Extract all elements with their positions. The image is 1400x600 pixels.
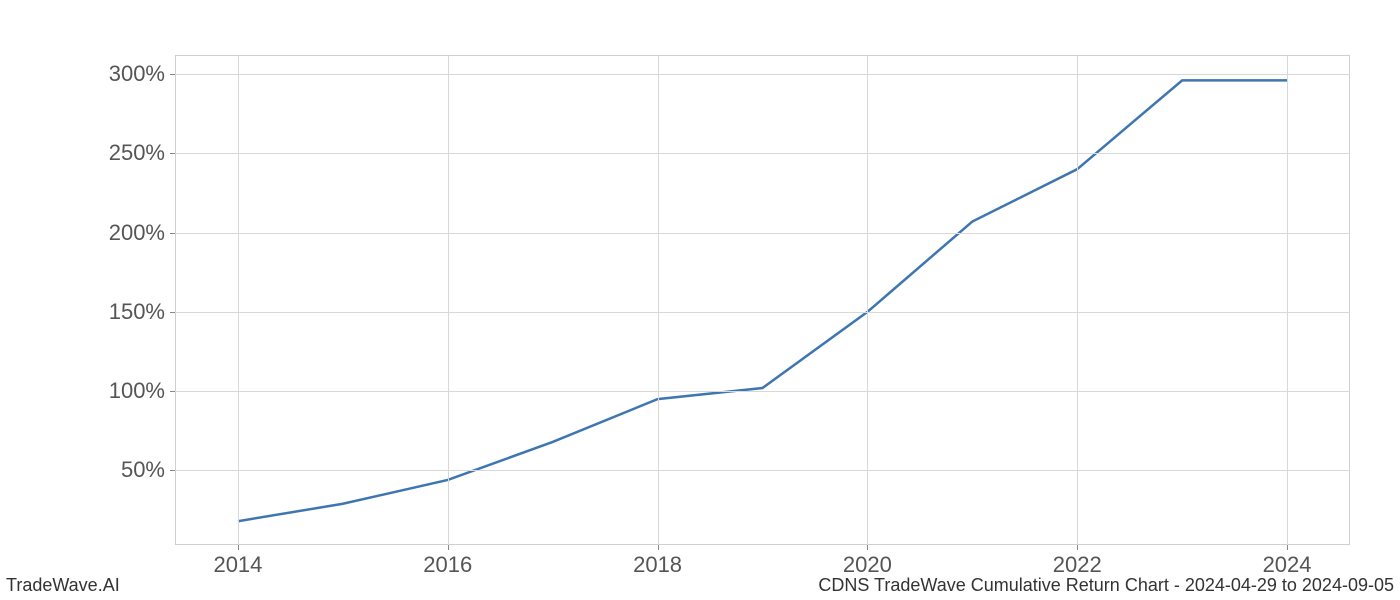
grid-line-horizontal	[175, 391, 1350, 392]
x-tick-mark	[658, 545, 659, 550]
y-tick-mark	[170, 312, 175, 313]
y-tick-mark	[170, 391, 175, 392]
x-tick-label: 2014	[213, 552, 262, 578]
grid-line-horizontal	[175, 153, 1350, 154]
x-tick-label: 2020	[843, 552, 892, 578]
x-tick-label: 2016	[423, 552, 472, 578]
grid-line-horizontal	[175, 74, 1350, 75]
x-tick-label: 2018	[633, 552, 682, 578]
line-series-svg	[175, 55, 1350, 545]
grid-line-vertical	[238, 55, 239, 545]
chart-plot-area	[175, 55, 1350, 545]
y-tick-mark	[170, 153, 175, 154]
grid-line-horizontal	[175, 470, 1350, 471]
grid-line-horizontal	[175, 233, 1350, 234]
y-tick-label: 300%	[109, 61, 165, 87]
x-tick-mark	[238, 545, 239, 550]
y-tick-label: 50%	[121, 457, 165, 483]
y-tick-label: 100%	[109, 378, 165, 404]
footer-brand: TradeWave.AI	[6, 575, 120, 596]
grid-line-vertical	[448, 55, 449, 545]
y-tick-mark	[170, 470, 175, 471]
x-tick-mark	[867, 545, 868, 550]
x-tick-label: 2024	[1263, 552, 1312, 578]
grid-line-vertical	[1287, 55, 1288, 545]
x-tick-label: 2022	[1053, 552, 1102, 578]
grid-line-vertical	[867, 55, 868, 545]
y-tick-mark	[170, 74, 175, 75]
y-tick-mark	[170, 233, 175, 234]
y-tick-label: 150%	[109, 299, 165, 325]
grid-line-vertical	[1077, 55, 1078, 545]
grid-line-vertical	[658, 55, 659, 545]
x-tick-mark	[1077, 545, 1078, 550]
footer-caption: CDNS TradeWave Cumulative Return Chart -…	[818, 575, 1394, 596]
y-tick-label: 250%	[109, 140, 165, 166]
x-tick-mark	[448, 545, 449, 550]
y-tick-label: 200%	[109, 220, 165, 246]
x-tick-mark	[1287, 545, 1288, 550]
grid-line-horizontal	[175, 312, 1350, 313]
